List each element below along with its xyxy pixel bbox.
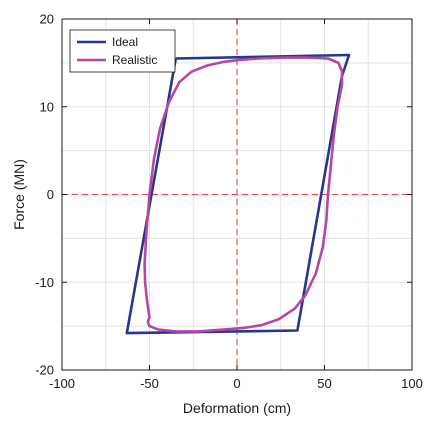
series-line-ideal bbox=[125, 53, 351, 335]
y-axis-label: Force (MN) bbox=[11, 159, 27, 230]
y-tick-label: -20 bbox=[35, 363, 54, 378]
x-tick-label: -50 bbox=[140, 376, 159, 391]
x-axis-label: Deformation (cm) bbox=[183, 400, 291, 416]
x-tick-label: -100 bbox=[49, 376, 75, 391]
y-tick-label: -10 bbox=[35, 275, 54, 290]
series-layer bbox=[125, 53, 351, 335]
y-tick-label: 20 bbox=[40, 12, 54, 27]
reference-lines bbox=[62, 19, 412, 370]
series-line-realistic bbox=[143, 56, 344, 333]
legend-label-realistic: Realistic bbox=[112, 53, 157, 67]
x-tick-label: 0 bbox=[233, 376, 240, 391]
x-tick-label: 50 bbox=[317, 376, 331, 391]
x-tick-label: 100 bbox=[401, 376, 423, 391]
legend: Ideal Realistic bbox=[69, 29, 176, 73]
legend-label-ideal: Ideal bbox=[112, 35, 138, 49]
legend-box bbox=[69, 29, 176, 73]
y-tick-label: 10 bbox=[40, 99, 54, 114]
y-tick-label: 0 bbox=[47, 187, 54, 202]
